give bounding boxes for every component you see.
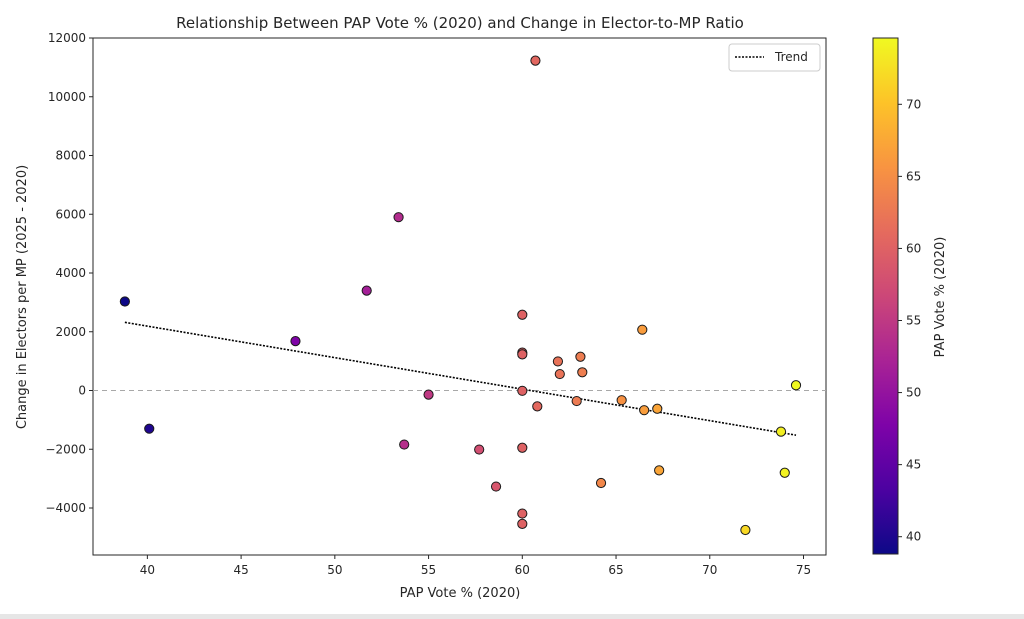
colorbar-tick-label-6: 70: [906, 97, 921, 111]
y-tick-label-0: −4000: [45, 501, 86, 515]
data-point-26: [639, 405, 650, 416]
data-point-15: [517, 518, 528, 529]
data-point-32: [790, 380, 802, 391]
data-point-17: [532, 401, 543, 412]
y-tick-label-5: 6000: [55, 207, 86, 221]
x-tick-label-0: 40: [140, 563, 155, 577]
data-point-23: [595, 477, 607, 489]
data-point-5: [399, 439, 410, 450]
data-point-28: [654, 465, 665, 476]
y-tick-label-8: 12000: [48, 31, 86, 45]
x-tick-label-5: 65: [608, 563, 623, 577]
data-point-12: [517, 385, 528, 396]
data-point-31: [779, 467, 790, 478]
data-point-14: [517, 508, 528, 519]
x-axis-ticks: 40 45 50 55 60 65 70 75: [140, 555, 811, 577]
plot-frame: [92, 37, 827, 556]
colorbar-tick-label-5: 65: [906, 169, 921, 183]
data-point-20: [571, 395, 582, 407]
y-tick-label-4: 4000: [55, 266, 86, 280]
colorbar-tick-label-4: 60: [906, 241, 921, 255]
y-tick-label-1: −2000: [45, 442, 86, 456]
data-point-22: [577, 367, 588, 378]
data-point-29: [740, 524, 751, 536]
data-point-8: [490, 481, 502, 492]
data-point-27: [652, 403, 663, 414]
data-point-3: [361, 285, 372, 296]
data-point-11: [517, 349, 528, 360]
data-point-0: [119, 296, 130, 307]
colorbar-tick-label-3: 55: [906, 314, 921, 328]
data-point-16: [530, 55, 541, 66]
footer-strip: [0, 614, 1024, 619]
y-tick-label-3: 2000: [55, 325, 86, 339]
data-point-6: [423, 389, 434, 400]
x-axis-label: PAP Vote % (2020): [400, 586, 521, 601]
colorbar-gradient: [872, 37, 899, 555]
legend-box: [728, 43, 821, 72]
data-point-24: [616, 395, 627, 406]
data-point-9: [517, 309, 528, 320]
data-point-13: [517, 442, 528, 453]
x-tick-label-7: 75: [796, 563, 811, 577]
colorbar-tick-label-1: 45: [906, 458, 921, 472]
colorbar: 40 45 50 55 60 65 70 PAP Vote % (2020): [872, 37, 948, 555]
chart-title: Relationship Between PAP Vote % (2020) a…: [176, 14, 744, 32]
y-tick-label-6: 8000: [55, 149, 86, 163]
data-point-18: [552, 356, 564, 367]
x-tick-label-1: 45: [233, 563, 248, 577]
x-tick-label-3: 55: [421, 563, 436, 577]
colorbar-tick-label-2: 50: [906, 386, 921, 400]
colorbar-tick-label-0: 40: [906, 530, 921, 544]
colorbar-label: PAP Vote % (2020): [933, 237, 948, 358]
y-axis-ticks: −4000 −2000 0 2000 4000 6000 8000 10000 12000: [45, 31, 93, 515]
y-tick-label-2: 0: [78, 384, 86, 398]
data-point-25: [637, 324, 648, 335]
data-point-21: [575, 351, 586, 362]
data-point-4: [393, 212, 404, 223]
data-points: [119, 55, 802, 536]
legend: Trend: [728, 43, 821, 72]
data-point-19: [554, 368, 565, 380]
trend-line: [124, 321, 797, 436]
x-tick-label-6: 70: [702, 563, 717, 577]
legend-trend-label: Trend: [774, 50, 808, 64]
colorbar-ticks: 40 45 50 55 60 65 70: [898, 97, 921, 544]
data-point-1: [144, 423, 155, 434]
plot-area: [92, 37, 827, 556]
data-point-2: [290, 336, 301, 347]
x-tick-label-2: 50: [327, 563, 342, 577]
y-axis-label: Change in Electors per MP (2025 - 2020): [15, 165, 30, 429]
x-tick-label-4: 60: [515, 563, 530, 577]
data-point-30: [775, 426, 787, 437]
y-tick-label-7: 10000: [48, 90, 86, 104]
data-point-7: [474, 444, 485, 455]
